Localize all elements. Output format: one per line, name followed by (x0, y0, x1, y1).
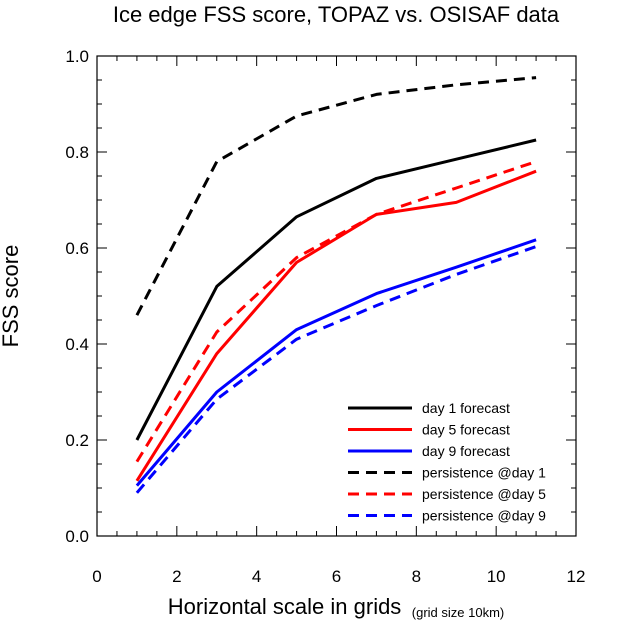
x-tick-label: 8 (412, 567, 421, 586)
tick-labels: 0.0 0.2 0.4 0.6 0.8 1.0 0 2 4 6 8 10 12 (65, 47, 585, 586)
y-tick-label: 0.6 (65, 239, 89, 258)
y-tick-label: 0.0 (65, 527, 89, 546)
x-tick-label: 6 (332, 567, 341, 586)
axis-ticks (96, 55, 577, 537)
y-tick-label: 1.0 (65, 47, 89, 66)
x-tick-label: 10 (487, 567, 506, 586)
legend-label: persistence @day 1 (422, 465, 546, 481)
legend-label: day 1 forecast (422, 400, 510, 416)
legend: day 1 forecast day 5 forecast day 9 foreca… (348, 400, 546, 524)
x-axis-label: Horizontal scale in grids (168, 594, 402, 619)
legend-label: day 5 forecast (422, 422, 510, 438)
x-axis-note: (grid size 10km) (412, 605, 504, 620)
x-tick-label: 12 (567, 567, 586, 586)
y-tick-label: 0.4 (65, 335, 89, 354)
x-tick-label: 0 (92, 567, 101, 586)
x-tick-label: 4 (252, 567, 261, 586)
series-lines (135, 76, 537, 494)
y-tick-label: 0.8 (65, 143, 89, 162)
series-line-5 (135, 160, 537, 463)
series-line-1 (135, 138, 537, 441)
series-line-4 (135, 76, 537, 316)
chart-title: Ice edge FSS score, TOPAZ vs. OSISAF dat… (113, 2, 560, 27)
legend-label: persistence @day 9 (422, 508, 546, 524)
legend-label: day 9 forecast (422, 443, 510, 459)
series-line-2 (135, 169, 537, 482)
series-line-3 (135, 238, 537, 487)
y-tick-label: 0.2 (65, 431, 89, 450)
x-tick-label: 2 (172, 567, 181, 586)
legend-label: persistence @day 5 (422, 486, 546, 502)
y-axis-label: FSS score (0, 245, 23, 348)
x-axis-label-group: Horizontal scale in grids (grid size 10k… (168, 594, 504, 620)
